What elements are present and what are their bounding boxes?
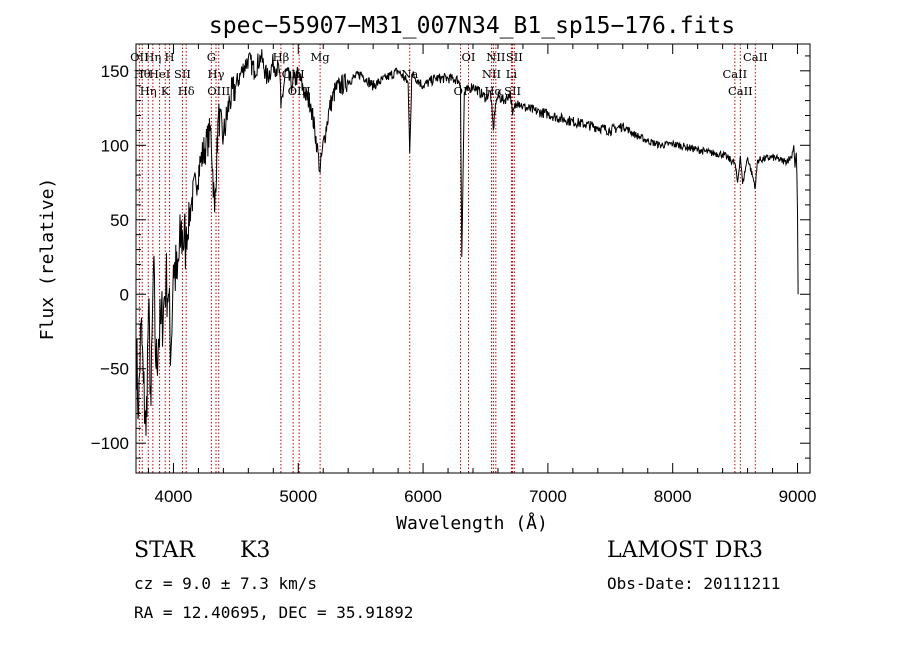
line-marker-labels: OIIHθHηHηHeIKHSIIHδGHγOIIIHβOIIIOIIIMgNa… bbox=[130, 50, 768, 98]
line-marker-label: CaII bbox=[743, 50, 768, 64]
line-marker-label: Hη bbox=[140, 84, 157, 98]
line-marker-label: SII bbox=[506, 50, 523, 64]
line-marker-label: Li bbox=[506, 67, 518, 81]
object-subclass: K3 bbox=[240, 538, 271, 563]
line-marker-label: Hη bbox=[144, 50, 161, 64]
line-marker-label: Hδ bbox=[178, 84, 195, 98]
line-marker-label: K bbox=[161, 84, 170, 98]
x-tick-label: 6000 bbox=[404, 487, 442, 506]
obs-date: Obs-Date: 20111211 bbox=[607, 574, 781, 593]
line-marker-label: OII bbox=[130, 50, 149, 64]
line-marker-label: CaII bbox=[722, 67, 747, 81]
line-marker-label: NII bbox=[482, 67, 501, 81]
line-marker-label: G bbox=[207, 50, 216, 64]
chart-title: spec−55907−M31_007N34_B1_sp15−176.fits bbox=[209, 13, 735, 39]
x-axis-label: Wavelength (Å) bbox=[396, 512, 548, 534]
line-marker-label: HeI bbox=[149, 67, 170, 81]
x-tick-label: 8000 bbox=[654, 487, 692, 506]
y-tick-label: −50 bbox=[100, 360, 129, 379]
line-marker-label: Mg bbox=[311, 50, 331, 64]
y-tick-label: 100 bbox=[101, 136, 129, 155]
y-tick-label: −100 bbox=[91, 434, 129, 453]
flux-series-line bbox=[135, 49, 799, 436]
x-tick-label: 7000 bbox=[529, 487, 567, 506]
y-tick-label: 50 bbox=[110, 211, 129, 230]
survey-name: LAMOST DR3 bbox=[607, 538, 763, 563]
coordinates: RA = 12.40695, DEC = 35.91892 bbox=[134, 603, 414, 622]
line-marker-label: OI bbox=[462, 50, 476, 64]
line-marker-label: SII bbox=[174, 67, 191, 81]
line-marker-label: CaII bbox=[728, 84, 753, 98]
y-tick-label: 150 bbox=[101, 62, 129, 81]
plot-frame bbox=[135, 43, 811, 474]
line-markers bbox=[138, 44, 756, 473]
line-marker-label: OIII bbox=[282, 67, 305, 81]
y-axis-label: Flux (relative) bbox=[37, 178, 58, 341]
line-marker-label: OIII bbox=[207, 84, 230, 98]
cz-value: cz = 9.0 ± 7.3 km/s bbox=[134, 574, 318, 593]
x-tick-label: 5000 bbox=[279, 487, 317, 506]
line-marker-label: Hβ bbox=[273, 50, 290, 64]
object-class: STAR bbox=[134, 538, 195, 563]
x-tick-label: 4000 bbox=[155, 487, 193, 506]
line-marker-label: H bbox=[165, 50, 175, 64]
x-axis: 4000 5000 6000 7000 8000 9000 bbox=[147, 44, 817, 506]
y-tick-label: 0 bbox=[120, 285, 129, 304]
x-tick-label: 9000 bbox=[779, 487, 817, 506]
line-marker-label: NII bbox=[486, 50, 505, 64]
y-axis: −100 −50 0 50 100 150 bbox=[91, 55, 810, 459]
line-marker-label: Hγ bbox=[208, 67, 225, 81]
